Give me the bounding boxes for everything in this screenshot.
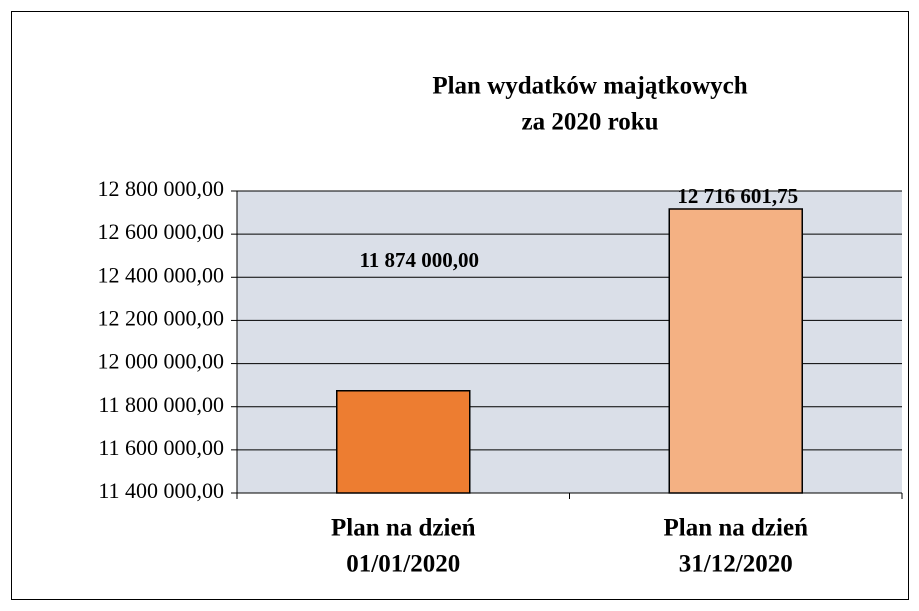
- bar: [668, 208, 803, 494]
- chart-title: za 2020 roku: [521, 109, 658, 136]
- y-tick-label: 12 200 000,00: [98, 305, 225, 330]
- bar: [336, 390, 471, 494]
- x-tick-label: 31/12/2020: [679, 551, 793, 578]
- y-tick-label: 12 400 000,00: [98, 262, 225, 287]
- data-label: 12 716 601,75: [677, 184, 798, 208]
- x-tick-label: Plan na dzień: [664, 515, 809, 542]
- y-tick-label: 12 800 000,00: [98, 176, 225, 201]
- x-tick-label: Plan na dzień: [331, 515, 476, 542]
- y-tick-label: 11 600 000,00: [98, 435, 224, 460]
- x-tick-label: 01/01/2020: [346, 551, 460, 578]
- y-tick-label: 12 000 000,00: [98, 349, 225, 374]
- y-tick-label: 12 600 000,00: [98, 219, 225, 244]
- chart-title: Plan wydatków majątkowych: [432, 73, 747, 100]
- data-label: 11 874 000,00: [359, 248, 479, 272]
- y-tick-label: 11 800 000,00: [98, 392, 224, 417]
- y-tick-label: 11 400 000,00: [98, 478, 224, 503]
